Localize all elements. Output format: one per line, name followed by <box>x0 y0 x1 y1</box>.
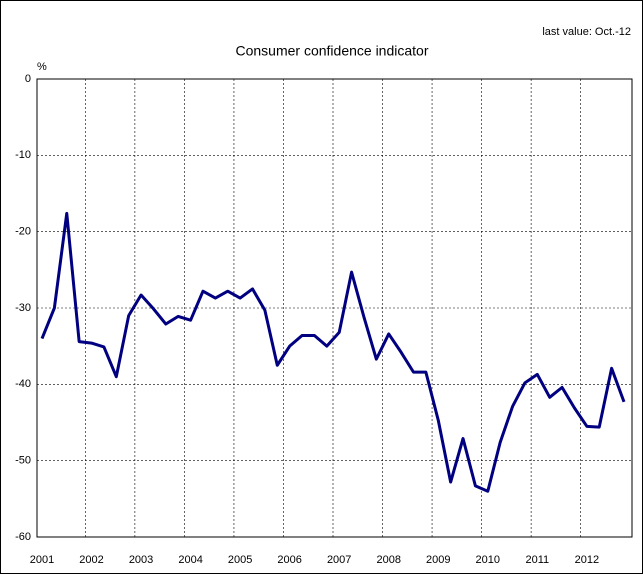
y-tick-label: -50 <box>15 455 31 467</box>
x-tick-label: 2004 <box>178 554 202 566</box>
x-tick-label: 2011 <box>525 554 549 566</box>
y-tick-label: -30 <box>15 302 31 314</box>
y-axis-label: % <box>37 61 47 73</box>
x-tick-label: 2009 <box>426 554 450 566</box>
y-tick-label: -10 <box>15 149 31 161</box>
data-line <box>40 211 626 493</box>
y-tick-label: -20 <box>15 226 31 238</box>
y-tick-label: -40 <box>15 378 31 390</box>
x-tick-label: 2002 <box>79 554 103 566</box>
y-tick-label: 0 <box>25 73 31 85</box>
x-tick-label: 2012 <box>575 554 599 566</box>
chart-title: Consumer confidence indicator <box>236 43 429 59</box>
x-tick-label: 2005 <box>228 554 252 566</box>
x-tick-label: 2003 <box>129 554 153 566</box>
annotation: last value: Oct.-12 <box>542 26 631 38</box>
x-tick-label: 2008 <box>376 554 400 566</box>
x-tick-label: 2010 <box>476 554 500 566</box>
x-tick-label: 2006 <box>277 554 301 566</box>
x-tick-label: 2007 <box>327 554 351 566</box>
y-tick-label: -60 <box>15 531 31 543</box>
x-tick-label: 2001 <box>30 554 54 566</box>
